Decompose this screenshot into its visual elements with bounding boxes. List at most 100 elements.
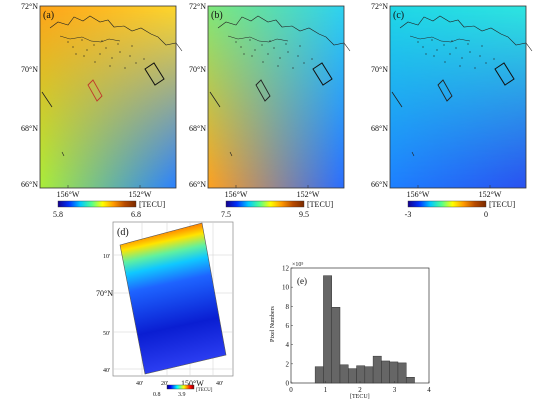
lake-dot xyxy=(131,45,133,47)
lake-dot xyxy=(455,47,457,49)
lake-dot xyxy=(119,51,121,53)
colorbar-unit-label: [TECU] xyxy=(489,200,516,209)
track-line xyxy=(41,91,53,108)
map-field-lower xyxy=(390,6,526,188)
lon-tick-label: 156°W xyxy=(407,190,430,199)
strip-lon-tick: 40' xyxy=(136,381,143,387)
lake-dot xyxy=(292,67,294,69)
coastline xyxy=(49,15,183,52)
track-line xyxy=(209,91,221,108)
x-tick-label: 3 xyxy=(393,386,397,394)
histogram-bar xyxy=(381,360,390,384)
lon-tick-label: 152°W xyxy=(297,190,320,199)
map-frame xyxy=(207,5,345,189)
histogram-bar xyxy=(397,362,407,384)
lat-tick-label: 68°N xyxy=(189,124,206,133)
histogram-bar xyxy=(323,275,332,384)
map-frame xyxy=(39,5,177,189)
lat-tick-label: 70°N xyxy=(189,65,206,74)
lake-dot xyxy=(93,44,95,46)
map-field-lower xyxy=(208,6,344,188)
lake-dot xyxy=(262,61,264,63)
lat-tick-label: 70°N xyxy=(371,65,388,74)
x-tick-label: 1 xyxy=(324,386,328,394)
lake-dot xyxy=(449,53,451,55)
lake-dot xyxy=(254,49,256,51)
y-tick-label: 4 xyxy=(286,341,290,349)
x-tick-label: 0 xyxy=(289,386,293,394)
lake-dot xyxy=(287,51,289,53)
lake-dot xyxy=(451,40,453,42)
colorbar-unit-label: [TECU] xyxy=(307,200,334,209)
footprint-box xyxy=(437,79,453,102)
lat-tick-label: 66°N xyxy=(189,180,206,189)
histogram-bar xyxy=(405,377,415,384)
footprint-box xyxy=(144,62,165,86)
lake-dot xyxy=(485,62,487,64)
lon-tick-label: 156°W xyxy=(225,190,248,199)
colorbar xyxy=(57,200,137,208)
lake-dot xyxy=(431,39,433,41)
lon-tick-label: 156°W xyxy=(57,190,80,199)
histogram-ylabel: Pixel Numbers xyxy=(270,306,276,342)
colorbar xyxy=(407,200,487,208)
strip-lat-tick: 40' xyxy=(103,368,110,374)
lake-dot xyxy=(235,41,237,43)
map-field-lower xyxy=(40,6,176,188)
histogram-bar xyxy=(372,355,382,384)
panel-d-label: (d) xyxy=(117,227,129,238)
coastline xyxy=(227,35,289,43)
lake-dot xyxy=(467,43,469,45)
lake-dot xyxy=(269,40,271,42)
strip-colorbar-unit: [TECU] xyxy=(196,388,213,393)
x-tick-label: 4 xyxy=(427,386,431,394)
lake-dot xyxy=(72,46,74,48)
lake-dot xyxy=(479,55,481,57)
lake-dot xyxy=(117,43,119,45)
map-panel: (a) 72°N 70°N 68°N 66°N 156°W 152°W 5.8 6.8[TECU… xyxy=(21,2,183,219)
colorbar-max-label: 0 xyxy=(484,210,488,219)
colorbar xyxy=(225,200,305,208)
lake-dot xyxy=(251,55,253,57)
footprint-box xyxy=(87,79,103,102)
lake-dot xyxy=(469,51,471,53)
lake-dot xyxy=(75,53,77,55)
track-line xyxy=(229,151,233,157)
strip-colorbar xyxy=(166,384,195,390)
lake-dot xyxy=(443,44,445,46)
y-tick-label: 0 xyxy=(286,380,290,388)
footprint-box xyxy=(312,62,333,86)
lake-dot xyxy=(474,67,476,69)
lon-tick-label: 152°W xyxy=(129,190,152,199)
lake-dot xyxy=(299,45,301,47)
x-tick-label: 2 xyxy=(358,386,362,394)
lake-dot xyxy=(303,62,305,64)
colorbar-min-label: 5.8 xyxy=(53,210,63,219)
lake-dot xyxy=(436,49,438,51)
lake-dot xyxy=(101,40,103,42)
strip-lon-tick: 20' xyxy=(161,381,168,387)
lat-tick-label: 72°N xyxy=(21,2,38,11)
histogram-bar xyxy=(339,364,349,384)
map-panel: (b) 72°N 70°N 68°N 66°N 156°W 152°W 7.5 9.5[TECU… xyxy=(189,2,351,219)
lat-tick-label: 72°N xyxy=(189,2,206,11)
lake-dot xyxy=(422,46,424,48)
y-tick-label: 6 xyxy=(286,322,290,330)
panel-label: (b) xyxy=(211,10,223,21)
histogram-bar xyxy=(314,366,324,384)
lat-tick-label: 70°N xyxy=(21,65,38,74)
histogram-bar xyxy=(348,368,357,384)
histogram-bar xyxy=(356,365,366,384)
panel-e-label: (e) xyxy=(297,276,307,286)
lake-dot xyxy=(417,41,419,43)
lake-dot xyxy=(99,53,101,55)
lake-dot xyxy=(297,55,299,57)
panel-d: (d) 10' 70°N 50' 40' 40' 20' 150°W 40' 0… xyxy=(96,221,234,398)
lake-dot xyxy=(81,39,83,41)
lake-dot xyxy=(111,57,113,59)
lake-dot xyxy=(243,53,245,55)
lake-dot xyxy=(273,47,275,49)
colorbar-max-label: 6.8 xyxy=(131,210,141,219)
track-line xyxy=(391,91,403,108)
